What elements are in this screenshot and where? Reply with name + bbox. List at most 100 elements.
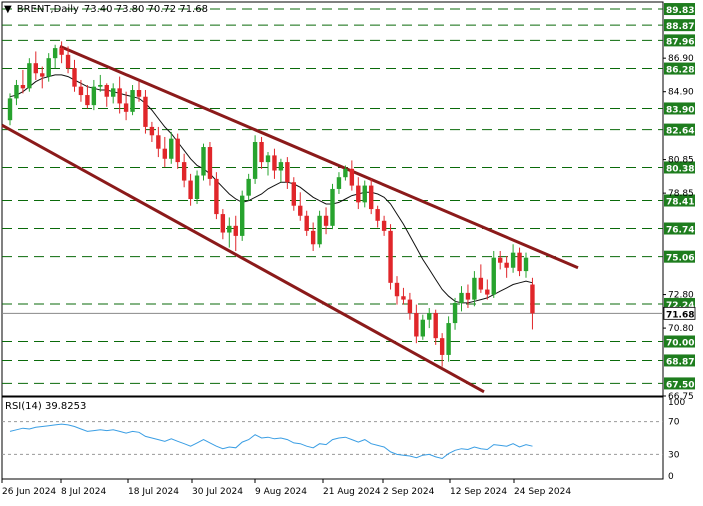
candle [485, 279, 490, 300]
rsi-tick-label: 30 [668, 450, 680, 460]
candle [530, 277, 535, 330]
candle-body [259, 141, 264, 163]
candle-body [175, 138, 180, 163]
level-tag: 68.87 [664, 354, 695, 367]
candle-body [123, 103, 129, 112]
candle-body [78, 86, 84, 96]
candle [188, 173, 193, 206]
candle [169, 131, 174, 164]
candle [452, 297, 458, 330]
candle [459, 286, 464, 312]
candle [46, 53, 51, 82]
candle-body [517, 252, 522, 272]
candle-body [272, 155, 277, 171]
candle-body [46, 58, 51, 77]
candle-body [246, 178, 251, 196]
candle-body [498, 257, 503, 263]
level-label: 68.87 [666, 357, 694, 367]
y-tick-label: 84.90 [668, 88, 694, 98]
candle [136, 81, 142, 102]
candle-body [394, 282, 400, 297]
candle [336, 172, 342, 194]
ohlc-values: 73.40 73.80 70.72 71.68 [83, 4, 208, 15]
level-tag-bg [664, 102, 695, 115]
candle [362, 180, 367, 208]
level-tag: 86.28 [664, 62, 695, 76]
candle-body [111, 88, 116, 97]
y-tick-label: 86.90 [668, 54, 694, 64]
candle [349, 160, 355, 191]
rsi-pane [1, 396, 664, 480]
candle-body [310, 230, 316, 245]
level-label: 80.38 [666, 164, 694, 174]
x-tick-label: 12 Sep 2024 [450, 487, 507, 497]
trendline [59, 45, 579, 270]
candle-body [375, 209, 380, 221]
chart-header: ▼ BRENT,Daily 73.40 73.80 70.72 71.68 [4, 4, 213, 15]
level-tag-bg [664, 123, 695, 136]
level-tag-bg [664, 62, 695, 75]
candle [207, 141, 213, 186]
level-label: 83.90 [666, 105, 694, 115]
candle-body [362, 185, 367, 203]
candle [65, 46, 71, 74]
candle [259, 136, 264, 169]
candle [414, 304, 419, 344]
candle-body [504, 262, 509, 268]
candle-body [143, 96, 148, 127]
rsi-tick-label: 100 [668, 398, 685, 408]
candle [72, 59, 77, 92]
candle [220, 209, 226, 240]
candle [27, 58, 32, 92]
candle-body [33, 63, 38, 74]
candle [130, 84, 135, 116]
candle [427, 307, 432, 329]
level-tag-bg [664, 3, 695, 16]
candle-body [52, 48, 58, 59]
candle-body [278, 162, 284, 171]
candle [523, 252, 529, 278]
x-tick-label: 21 Aug 2024 [323, 487, 381, 497]
candle [272, 148, 277, 179]
last-price-tag [663, 306, 696, 320]
level-tag: 76.74 [664, 222, 695, 236]
candle [201, 143, 206, 181]
candle-body [214, 178, 219, 215]
candle [233, 215, 238, 251]
candle-body [85, 95, 90, 106]
candle-body [91, 86, 97, 106]
candle [117, 76, 122, 114]
candle-body [349, 168, 355, 186]
candle [285, 157, 290, 189]
candle [246, 173, 251, 201]
candle-body [27, 63, 32, 89]
candle-body [136, 90, 142, 97]
x-tick-label: 26 Jun 2024 [2, 487, 56, 497]
candle [98, 74, 103, 92]
level-label: 75.06 [666, 254, 694, 264]
candle-body [317, 215, 322, 245]
level-tag: 78.41 [664, 194, 695, 208]
collapse-arrow-icon[interactable]: ▼ [4, 4, 12, 15]
candle [388, 224, 393, 290]
level-tag-bg [664, 377, 695, 390]
candle [304, 210, 309, 236]
candle [401, 287, 406, 305]
last-price-label: 71.68 [666, 310, 694, 320]
candle-body [104, 84, 109, 97]
candle-body [523, 257, 529, 272]
candle-body [130, 90, 135, 112]
level-label: 78.41 [666, 198, 694, 208]
candle-body [98, 84, 103, 87]
candle [498, 250, 503, 270]
candle [323, 207, 329, 235]
candle [156, 126, 161, 158]
candle [446, 316, 451, 362]
candle [91, 79, 97, 111]
candle-body [201, 147, 206, 176]
level-tag: 83.90 [664, 102, 695, 115]
x-tick-label: 2 Sep 2024 [383, 487, 435, 497]
candle [407, 292, 413, 320]
